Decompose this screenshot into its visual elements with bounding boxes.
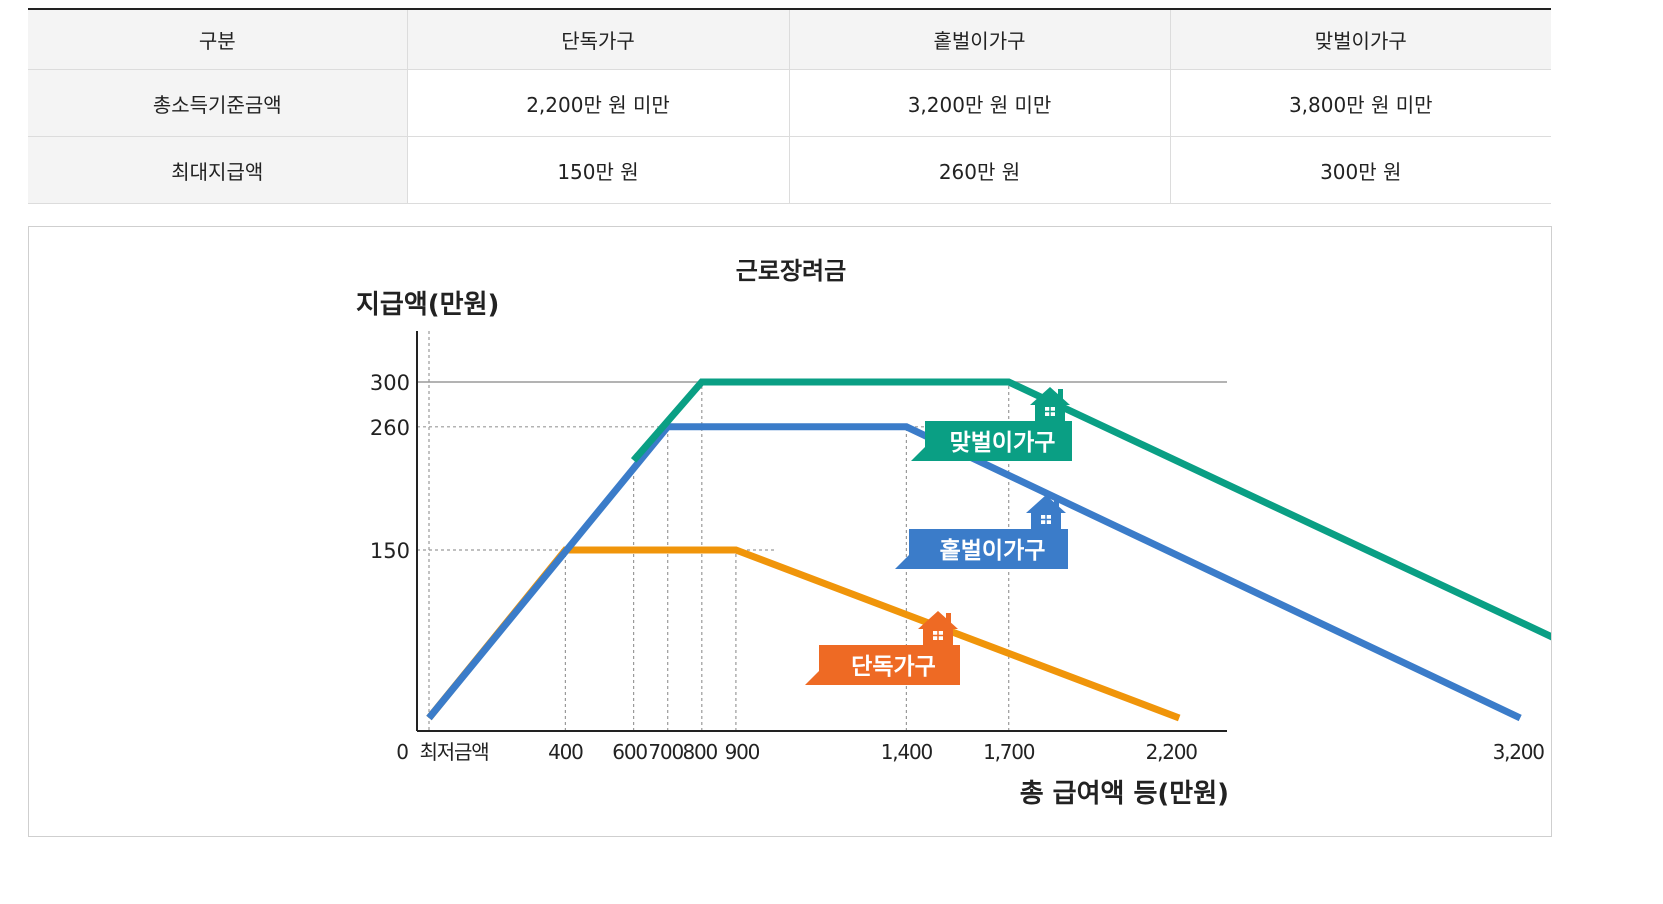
x-tick-label: 1,700 — [983, 740, 1035, 764]
table-row: 최대지급액 150만 원 260만 원 300만 원 — [28, 136, 1551, 204]
house-icon — [918, 611, 958, 647]
y-tick-label: 300 — [370, 371, 410, 395]
x-tick-label: 600 — [612, 740, 647, 764]
x-tick-label: 900 — [725, 740, 760, 764]
chart-panel: 근로장려금 지급액(만원) 총 급여액 등(만원) 300 260 150 0 최저금액… — [28, 226, 1552, 837]
x-tick-label: 0 — [396, 740, 408, 764]
table-cell: 총소득기준금액 — [28, 69, 407, 137]
y-tick-label: 260 — [370, 416, 410, 440]
chart-title: 근로장려금 — [736, 257, 846, 285]
x-tick-label: 3,200 — [1493, 740, 1545, 764]
table-header-cell: 맞벌이가구 — [1169, 9, 1551, 70]
x-tick-label: 2,200 — [1146, 740, 1198, 764]
x-axis-label: 총 급여액 등(만원) — [1020, 779, 1229, 809]
series-line-1 — [426, 423, 1522, 722]
earned-income-chart: 근로장려금 지급액(만원) 총 급여액 등(만원) 300 260 150 0 최저금액… — [356, 257, 1551, 809]
house-icon — [1026, 495, 1066, 531]
legend-label: 홑벌이가구 — [940, 538, 1046, 564]
table-cell: 3,800만 원 미만 — [1169, 69, 1551, 137]
table-cell: 3,200만 원 미만 — [788, 69, 1170, 137]
x-tick-label: 400 — [548, 740, 583, 764]
series-line-2 — [630, 378, 1551, 641]
legend-tag-0: 단독가구 — [805, 611, 960, 685]
legend-tag-1: 홑벌이가구 — [895, 495, 1068, 569]
table-header-cell: 구분 — [28, 9, 407, 70]
table-header-cell: 홑벌이가구 — [788, 9, 1170, 70]
legend-label: 단독가구 — [851, 654, 936, 680]
house-icon — [1030, 387, 1070, 423]
table-cell: 최대지급액 — [28, 136, 407, 204]
table-cell: 260만 원 — [788, 136, 1170, 204]
legend-label: 맞벌이가구 — [950, 430, 1056, 456]
table-cell: 300만 원 — [1169, 136, 1551, 204]
y-axis-label: 지급액(만원) — [356, 290, 499, 320]
x-tick-label: 800 — [683, 740, 718, 764]
x-tick-label: 최저금액 — [420, 740, 489, 764]
table-header-cell: 단독가구 — [406, 9, 789, 70]
legend-tag-2: 맞벌이가구 — [911, 387, 1072, 461]
table-cell: 2,200만 원 미만 — [406, 69, 789, 137]
x-tick-label: 700 — [648, 740, 683, 764]
eligibility-table: 구분 단독가구 홑벌이가구 맞벌이가구 총소득기준금액 2,200만 원 미만 … — [28, 8, 1551, 204]
table-row: 총소득기준금액 2,200만 원 미만 3,200만 원 미만 3,800만 원… — [28, 69, 1551, 137]
table-header-row: 구분 단독가구 홑벌이가구 맞벌이가구 — [28, 9, 1551, 70]
table-cell: 150만 원 — [406, 136, 789, 204]
x-tick-label: 1,400 — [881, 740, 933, 764]
y-tick-label: 150 — [370, 539, 410, 563]
